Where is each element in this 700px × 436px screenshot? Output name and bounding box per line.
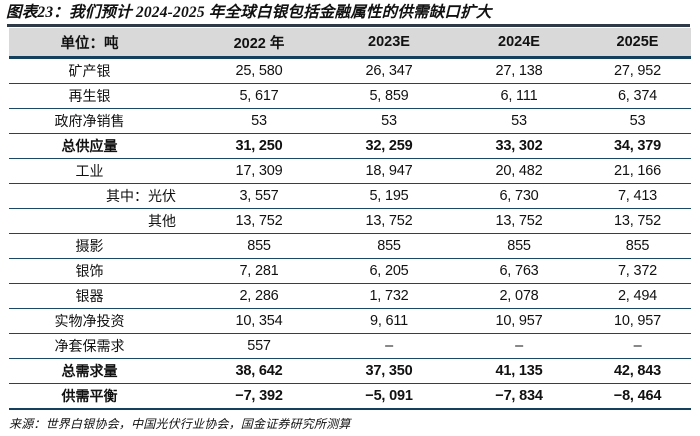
row-label: 实物净投资: [9, 308, 194, 334]
row-label: 其他: [9, 208, 194, 234]
header-unit: 单位：吨: [9, 28, 194, 59]
cell-value: 38, 642: [194, 358, 324, 384]
table-row: 供需平衡 −7, 392 −5, 091 −7, 834 −8, 464: [9, 383, 691, 410]
row-label: 摄影: [9, 233, 194, 259]
cell-value: 2, 078: [454, 283, 584, 309]
figure-title: 图表23：我们预计 2024-2025 年全球白银包括金融属性的供需缺口扩大: [6, 4, 492, 21]
source-note: 来源：世界白银协会，中国光伏行业协会，国金证券研究所测算: [9, 417, 351, 431]
row-label: 银器: [9, 283, 194, 309]
row-label: 矿产银: [9, 57, 194, 84]
cell-value: 27, 138: [454, 57, 584, 84]
cell-value: 26, 347: [324, 57, 454, 84]
cell-value: 855: [324, 233, 454, 259]
cell-value: 6, 205: [324, 258, 454, 284]
cell-value: 53: [324, 108, 454, 134]
cell-value: −8, 464: [584, 383, 691, 410]
table-row: 总供应量 31, 250 32, 259 33, 302 34, 379: [9, 133, 691, 159]
cell-value: 3, 557: [194, 183, 324, 209]
table-row: 银器 2, 286 1, 732 2, 078 2, 494: [9, 283, 691, 309]
cell-value: 855: [194, 233, 324, 259]
cell-value: 18, 947: [324, 158, 454, 184]
header-year-2022: 2022 年: [194, 28, 324, 59]
cell-value: 34, 379: [584, 133, 691, 159]
cell-value: −7, 834: [454, 383, 584, 410]
cell-value: 2, 494: [584, 283, 691, 309]
table-row: 净套保需求 557– – –: [9, 333, 691, 359]
row-label: 供需平衡: [9, 383, 194, 410]
header-year-2023e: 2023E: [324, 28, 454, 59]
row-label: 总供应量: [9, 133, 194, 159]
cell-value: 10, 354: [194, 308, 324, 334]
table-header: 单位：吨 2022 年 2023E 2024E 2025E: [9, 28, 691, 59]
cell-value: 5, 617: [194, 83, 324, 109]
cell-value: 53: [454, 108, 584, 134]
row-label: 净套保需求: [9, 333, 194, 359]
row-label: 再生银: [9, 83, 194, 109]
cell-value: –: [324, 333, 454, 359]
table-row: 矿产银 25, 580 26, 347 27, 138 27, 952: [9, 57, 691, 84]
row-label: 银饰: [9, 258, 194, 284]
table-row: 银饰 7, 281 6, 205 6, 763 7, 372: [9, 258, 691, 284]
table-row: 再生银 5, 617 5, 859 6, 111 6, 374: [9, 83, 691, 109]
cell-value: −7, 392: [194, 383, 324, 410]
cell-value: 21, 166: [584, 158, 691, 184]
cell-value: 25, 580: [194, 57, 324, 84]
cell-value: 7, 372: [584, 258, 691, 284]
row-label: 总需求量: [9, 358, 194, 384]
cell-value: 855: [454, 233, 584, 259]
row-label: 其中：光伏: [9, 183, 194, 209]
table-row: 工业 17, 309 18, 947 20, 482 21, 166: [9, 158, 691, 184]
cell-value: 557: [194, 333, 324, 359]
cell-value: 5, 195: [324, 183, 454, 209]
title-rule: [7, 24, 690, 27]
cell-value: –: [584, 333, 691, 359]
cell-value: 6, 763: [454, 258, 584, 284]
cell-value: 10, 957: [584, 308, 691, 334]
cell-value: 1, 732: [324, 283, 454, 309]
cell-value: 6, 730: [454, 183, 584, 209]
cell-value: 10, 957: [454, 308, 584, 334]
cell-value: –: [454, 333, 584, 359]
row-label: 政府净销售: [9, 108, 194, 134]
cell-value: 7, 413: [584, 183, 691, 209]
table-row: 其他 13, 752 13, 752 13, 752 13, 752: [9, 208, 691, 234]
cell-value: 13, 752: [324, 208, 454, 234]
cell-value: 53: [584, 108, 691, 134]
cell-value: 32, 259: [324, 133, 454, 159]
cell-value: 37, 350: [324, 358, 454, 384]
cell-value: 855: [584, 233, 691, 259]
cell-value: 17, 309: [194, 158, 324, 184]
cell-value: 6, 111: [454, 83, 584, 109]
header-year-2024e: 2024E: [454, 28, 584, 59]
row-label: 工业: [9, 158, 194, 184]
cell-value: 42, 843: [584, 358, 691, 384]
table-row: 摄影 855 855 855 855: [9, 233, 691, 259]
cell-value: 53: [194, 108, 324, 134]
cell-value: 13, 752: [194, 208, 324, 234]
header-year-2025e: 2025E: [584, 28, 691, 59]
table-body: 矿产银 25, 580 26, 347 27, 138 27, 952 再生银 5, 617…: [9, 57, 691, 410]
cell-value: 20, 482: [454, 158, 584, 184]
cell-value: 41, 135: [454, 358, 584, 384]
cell-value: 9, 611: [324, 308, 454, 334]
cell-value: 5, 859: [324, 83, 454, 109]
supply-demand-table: 单位：吨 2022 年 2023E 2024E 2025E 矿产银 25, 580…: [9, 28, 691, 410]
cell-value: 13, 752: [454, 208, 584, 234]
cell-value: 27, 952: [584, 57, 691, 84]
cell-value: 6, 374: [584, 83, 691, 109]
cell-value: 31, 250: [194, 133, 324, 159]
cell-value: 33, 302: [454, 133, 584, 159]
cell-value: 13, 752: [584, 208, 691, 234]
table-row: 实物净投资 10, 354 9, 611 10, 957 10, 957: [9, 308, 691, 334]
cell-value: −5, 091: [324, 383, 454, 410]
table-row: 总需求量 38, 642 37, 350 41, 135 42, 843: [9, 358, 691, 384]
table-row: 政府净销售 53 53 53 53: [9, 108, 691, 134]
table-row: 其中：光伏 3, 557 5, 195 6, 730 7, 413: [9, 183, 691, 209]
cell-value: 2, 286: [194, 283, 324, 309]
header-row: 单位：吨 2022 年 2023E 2024E 2025E: [9, 28, 691, 59]
cell-value: 7, 281: [194, 258, 324, 284]
